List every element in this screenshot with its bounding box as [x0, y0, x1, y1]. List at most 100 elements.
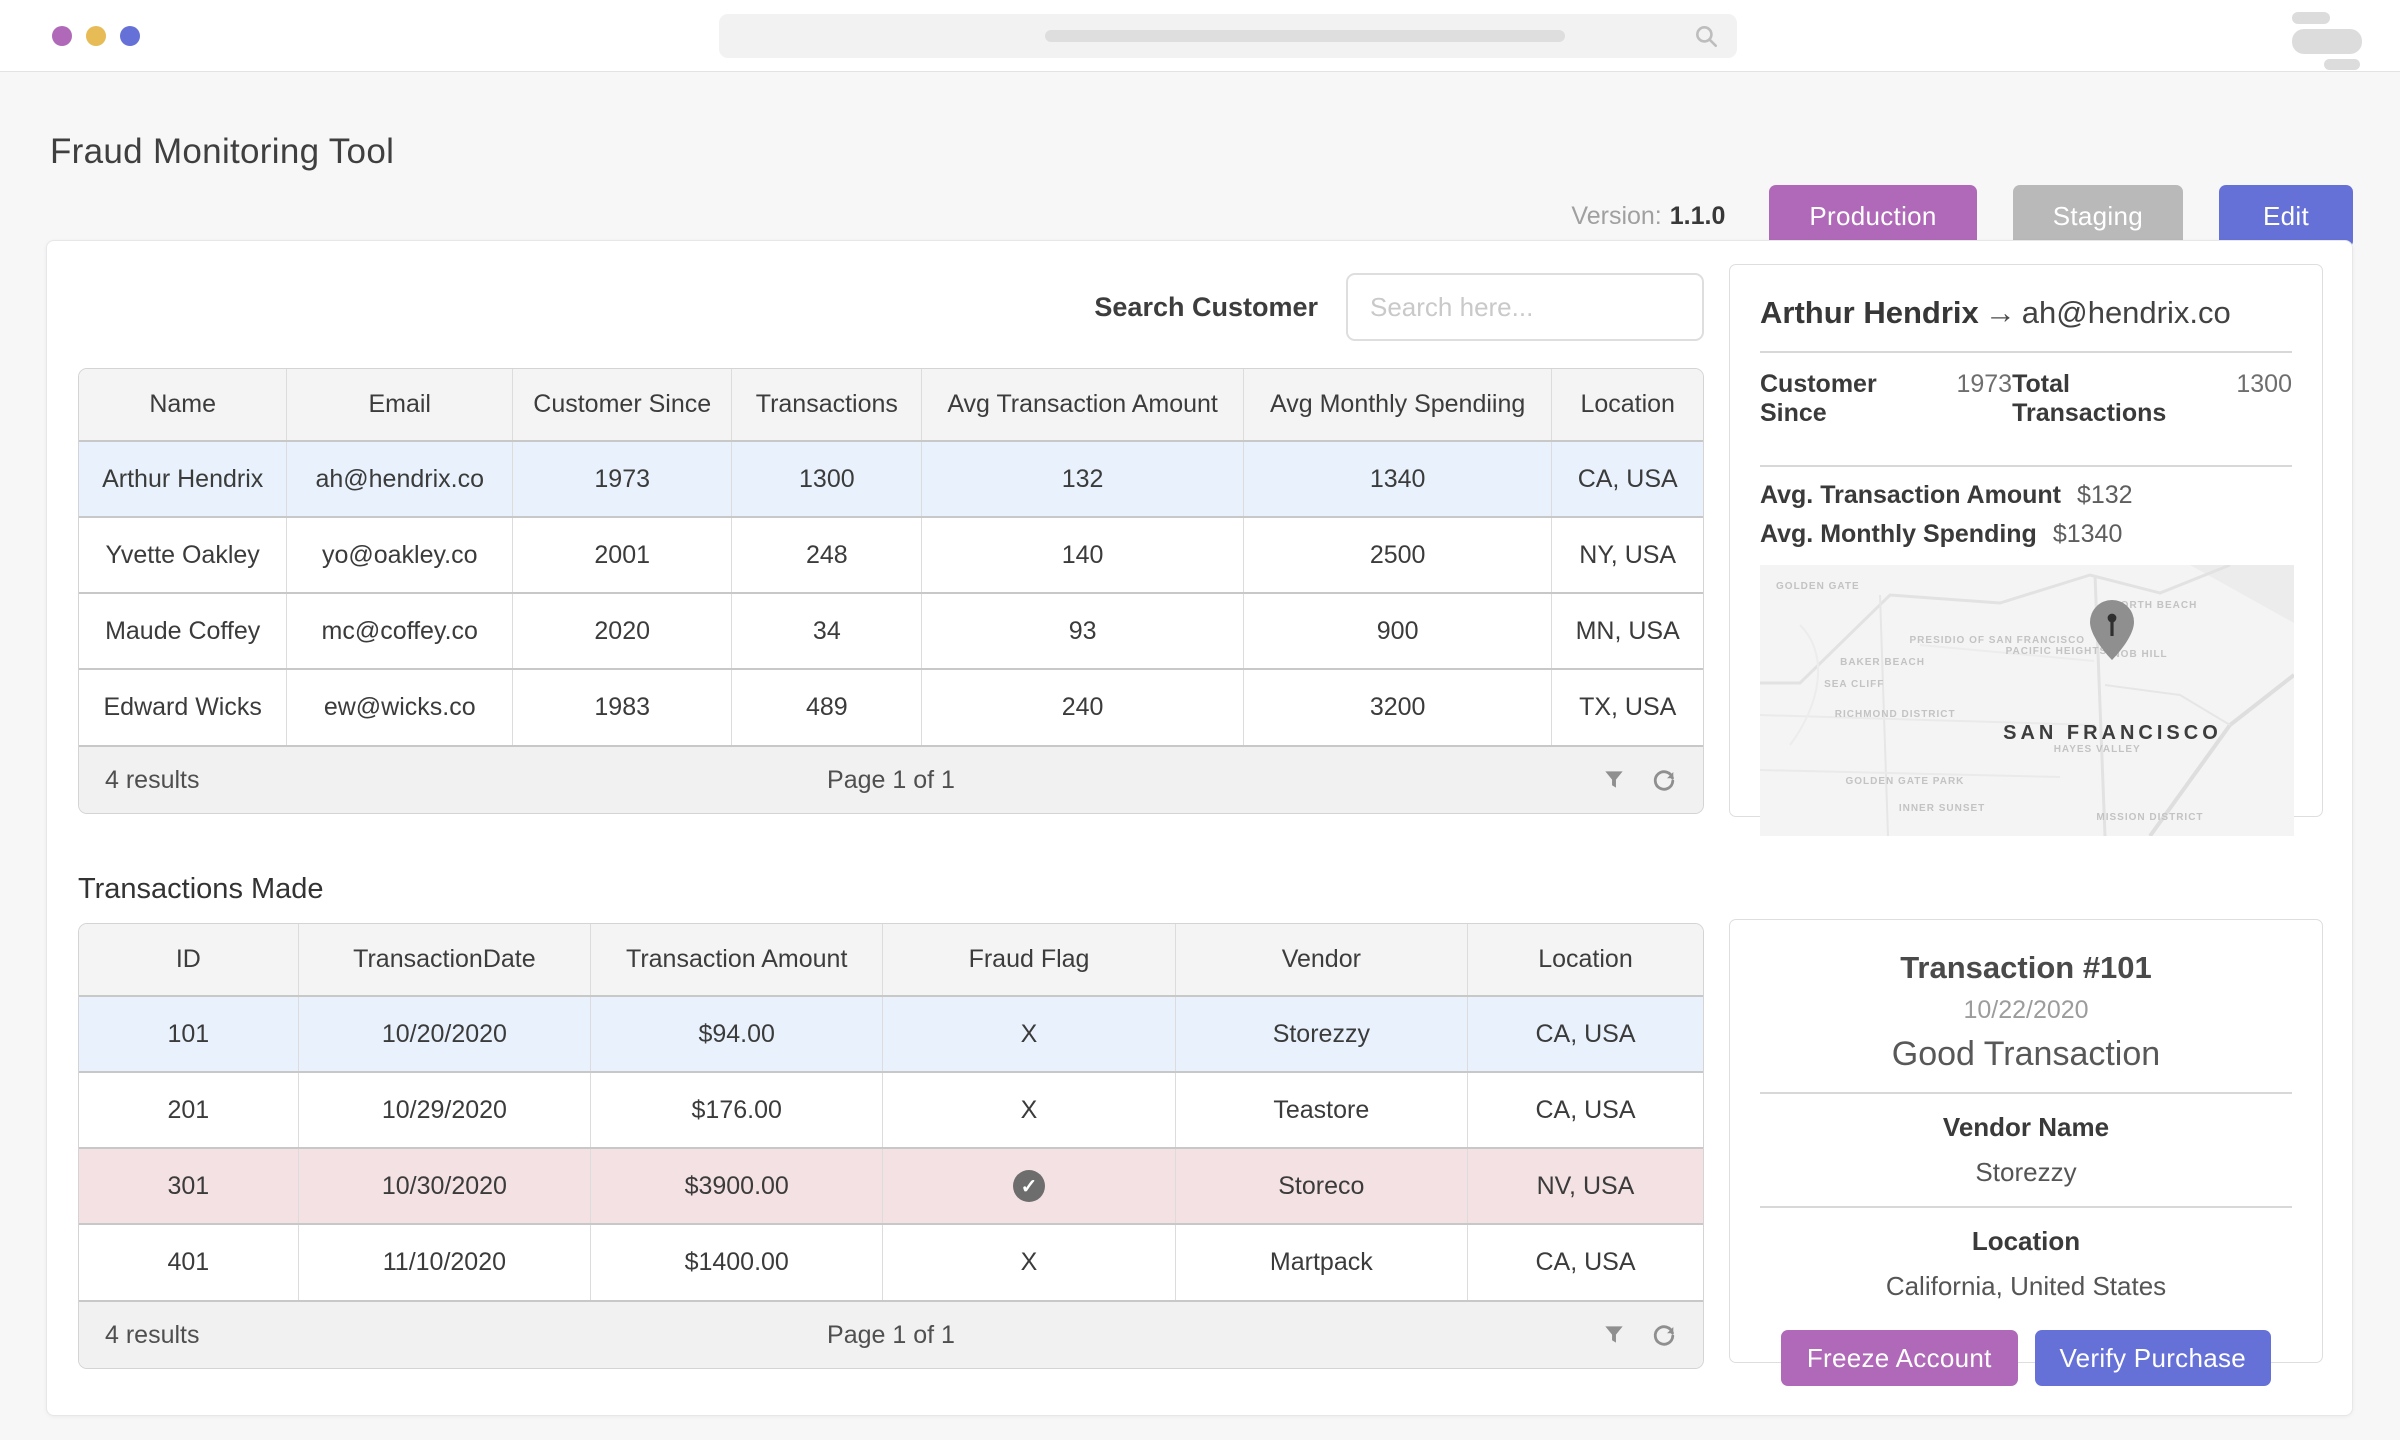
window-dot-yellow[interactable]	[86, 26, 106, 46]
customer-detail-card: Arthur Hendrix→ah@hendrix.co Customer Si…	[1729, 264, 2323, 817]
verify-purchase-button[interactable]: Verify Purchase	[2035, 1330, 2272, 1386]
cell-since: 1983	[513, 669, 732, 745]
col-transaction-date[interactable]: TransactionDate	[298, 924, 590, 996]
map-label: Inner Sunset	[1899, 803, 1985, 814]
map-roads	[1760, 565, 2294, 836]
browser-address-bar[interactable]	[719, 14, 1737, 58]
cell-fraud-flag: X	[883, 1072, 1175, 1148]
cell-name: Maude Coffey	[79, 593, 287, 669]
col-transaction-amount[interactable]: Transaction Amount	[591, 924, 883, 996]
cell-since: 2020	[513, 593, 732, 669]
cell-id: 401	[79, 1224, 298, 1300]
cell-vendor: Martpack	[1175, 1224, 1467, 1300]
cell-amount: $94.00	[591, 996, 883, 1072]
customers-table-footer: 4 results Page 1 of 1	[79, 745, 1703, 813]
address-placeholder-pill	[1045, 30, 1565, 42]
location-value: California, United States	[1760, 1271, 2292, 1302]
transactions-table: ID TransactionDate Transaction Amount Fr…	[78, 923, 1704, 1369]
col-location[interactable]: Location	[1552, 369, 1703, 441]
col-avg-transaction-amount[interactable]: Avg Transaction Amount	[922, 369, 1244, 441]
window-dot-indigo[interactable]	[120, 26, 140, 46]
production-button[interactable]: Production	[1769, 185, 1976, 248]
transaction-row[interactable]: 201 10/29/2020 $176.00 X Teastore CA, US…	[79, 1072, 1703, 1148]
total-transactions-stat: Total Transactions 1300	[2012, 370, 2292, 428]
cell-date: 10/29/2020	[298, 1072, 590, 1148]
cell-avg-monthly: 1340	[1243, 441, 1552, 517]
transaction-row-selected[interactable]: 101 10/20/2020 $94.00 X Storezzy CA, USA	[79, 996, 1703, 1072]
cell-fraud-flag: X	[883, 1224, 1175, 1300]
cell-avg-monthly: 900	[1243, 593, 1552, 669]
customer-row[interactable]: Maude Coffey mc@coffey.co 2020 34 93 900…	[79, 593, 1703, 669]
cell-location: CA, USA	[1467, 996, 1703, 1072]
edit-button[interactable]: Edit	[2219, 185, 2353, 248]
customer-search-label: Search Customer	[1094, 292, 1318, 323]
customer-row[interactable]: Yvette Oakley yo@oakley.co 2001 248 140 …	[79, 517, 1703, 593]
transactions-heading: Transactions Made	[78, 873, 1704, 906]
cell-transactions: 248	[732, 517, 922, 593]
cell-fraud-flag: ✓	[883, 1148, 1175, 1224]
cell-amount: $1400.00	[591, 1224, 883, 1300]
version-value: 1.1.0	[1670, 202, 1726, 230]
transaction-row[interactable]: 401 11/10/2020 $1400.00 X Martpack CA, U…	[79, 1224, 1703, 1300]
map-label: Golden Gate	[1776, 581, 1860, 592]
freeze-account-button[interactable]: Freeze Account	[1781, 1330, 2018, 1386]
map-label: Golden Gate Park	[1845, 776, 1964, 787]
avg-transaction-amount-stat: Avg. Transaction Amount $132	[1760, 481, 2292, 510]
col-vendor[interactable]: Vendor	[1175, 924, 1467, 996]
staging-button[interactable]: Staging	[2013, 185, 2183, 248]
cell-amount: $3900.00	[591, 1148, 883, 1224]
transaction-date: 10/22/2020	[1760, 996, 2292, 1025]
customers-table: Name Email Customer Since Transactions A…	[78, 368, 1704, 814]
cell-avg-amount: 132	[922, 441, 1244, 517]
filter-icon[interactable]	[1601, 1322, 1627, 1348]
cell-location: CA, USA	[1467, 1224, 1703, 1300]
cell-location: CA, USA	[1467, 1072, 1703, 1148]
vendor-name-value: Storezzy	[1760, 1157, 2292, 1188]
fraud-check-icon: ✓	[1013, 1170, 1045, 1202]
page-indicator: Page 1 of 1	[79, 766, 1703, 795]
cell-email: ah@hendrix.co	[287, 441, 513, 517]
map-pin-icon	[2084, 598, 2140, 662]
cell-location: TX, USA	[1552, 669, 1703, 745]
transactions-header-row: ID TransactionDate Transaction Amount Fr…	[79, 924, 1703, 996]
customer-row-selected[interactable]: Arthur Hendrix ah@hendrix.co 1973 1300 1…	[79, 441, 1703, 517]
cell-avg-amount: 240	[922, 669, 1244, 745]
refresh-icon[interactable]	[1651, 767, 1677, 793]
filter-icon[interactable]	[1601, 767, 1627, 793]
refresh-icon[interactable]	[1651, 1322, 1677, 1348]
cell-id: 301	[79, 1148, 298, 1224]
map-label: Baker Beach	[1840, 657, 1925, 668]
col-transactions[interactable]: Transactions	[732, 369, 922, 441]
cell-date: 10/20/2020	[298, 996, 590, 1072]
page-title: Fraud Monitoring Tool	[50, 132, 394, 172]
version-text: Version:1.1.0	[1571, 202, 1725, 231]
cell-vendor: Storeco	[1175, 1148, 1467, 1224]
cell-fraud-flag: X	[883, 996, 1175, 1072]
col-email[interactable]: Email	[287, 369, 513, 441]
browser-menu-icon[interactable]	[2292, 10, 2362, 66]
col-fraud-flag[interactable]: Fraud Flag	[883, 924, 1175, 996]
col-id[interactable]: ID	[79, 924, 298, 996]
cell-email: yo@oakley.co	[287, 517, 513, 593]
col-txn-location[interactable]: Location	[1467, 924, 1703, 996]
transaction-row-fraud[interactable]: 301 10/30/2020 $3900.00 ✓ Storeco NV, US…	[79, 1148, 1703, 1224]
app-header: Fraud Monitoring Tool Version:1.1.0 Prod…	[0, 72, 2400, 240]
transactions-table-footer: 4 results Page 1 of 1	[79, 1300, 1703, 1368]
vendor-name-label: Vendor Name	[1760, 1112, 2292, 1143]
transaction-status: Good Transaction	[1760, 1035, 2292, 1074]
cell-location: NV, USA	[1467, 1148, 1703, 1224]
col-name[interactable]: Name	[79, 369, 287, 441]
cell-date: 10/30/2020	[298, 1148, 590, 1224]
customer-row[interactable]: Edward Wicks ew@wicks.co 1983 489 240 32…	[79, 669, 1703, 745]
col-customer-since[interactable]: Customer Since	[513, 369, 732, 441]
window-dot-purple[interactable]	[52, 26, 72, 46]
search-icon	[1693, 23, 1719, 49]
cell-since: 1973	[513, 441, 732, 517]
customer-location-map: Golden Gate Presidio of San Francisco Ba…	[1760, 565, 2294, 836]
customer-search-input[interactable]	[1346, 273, 1704, 341]
cell-amount: $176.00	[591, 1072, 883, 1148]
location-label: Location	[1760, 1226, 2292, 1257]
col-avg-monthly-spending[interactable]: Avg Monthly Spendiing	[1243, 369, 1552, 441]
cell-avg-monthly: 2500	[1243, 517, 1552, 593]
cell-date: 11/10/2020	[298, 1224, 590, 1300]
